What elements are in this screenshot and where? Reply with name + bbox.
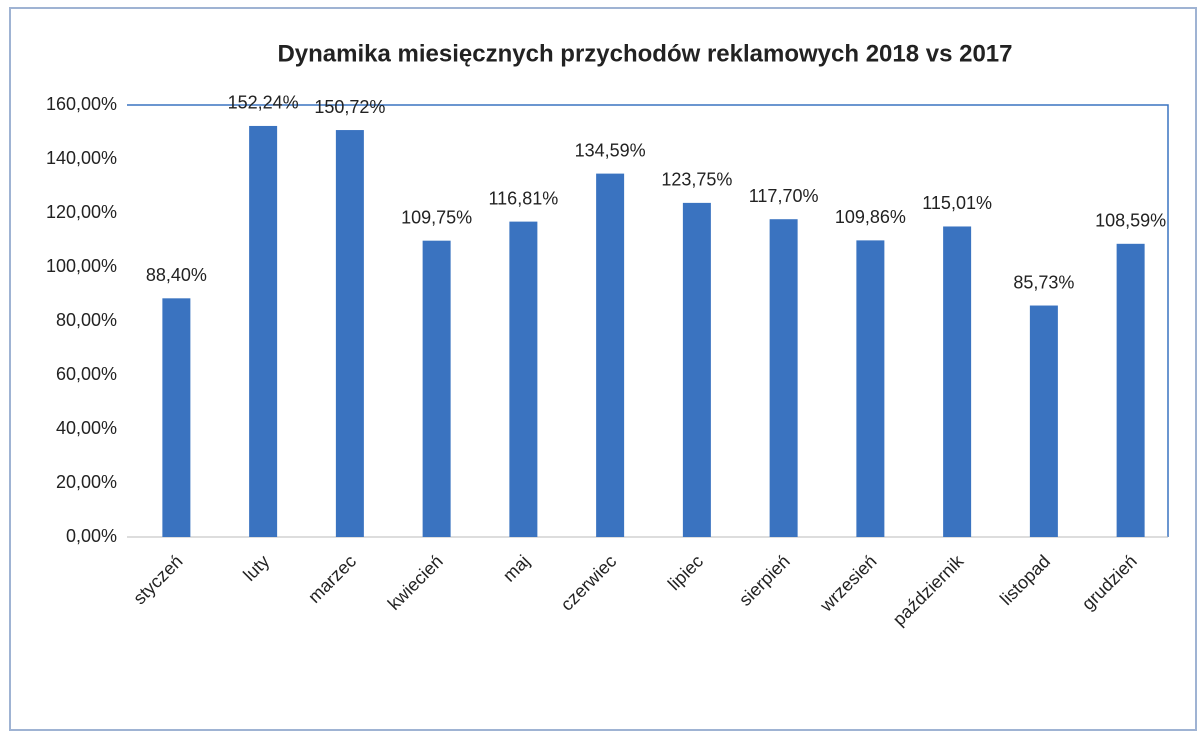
y-tick-label: 80,00% [56,310,117,330]
y-tick-label: 60,00% [56,364,117,384]
bar [943,226,972,537]
value-label: 116,81% [489,188,559,208]
value-label: 108,59% [1095,211,1166,231]
y-tick-label: 160,00% [46,94,117,114]
x-tick-label: lipiec [664,551,707,594]
bar [249,125,278,538]
x-tick-label: kwiecień [384,551,447,614]
value-label: 123,75% [661,170,732,190]
bar [769,219,798,537]
bar [162,298,191,537]
bar [856,240,885,538]
y-tick-label: 140,00% [46,148,117,168]
chart-frame [9,7,1197,731]
value-label: 115,01% [922,193,992,213]
bar [596,173,625,537]
x-tick-label: listopad [996,551,1054,609]
y-tick-label: 0,00% [66,526,117,546]
value-label: 152,24% [228,93,299,113]
bar [1029,305,1058,537]
y-tick-label: 40,00% [56,418,117,438]
chart-title: Dynamika miesięcznych przychodów reklamo… [277,40,1012,67]
value-label: 150,72% [314,97,385,117]
x-tick-label: maj [499,551,534,586]
x-tick-label: czerwiec [557,551,621,615]
bar [1116,243,1145,537]
value-label: 109,75% [401,207,472,227]
bar [509,221,538,537]
value-label: 88,40% [146,265,207,285]
x-tick-label: sierpień [735,551,794,610]
x-tick-label: grudzień [1078,551,1141,614]
x-tick-label: luty [239,551,273,585]
x-tick-label: październik [889,550,968,629]
y-tick-label: 20,00% [56,472,117,492]
y-tick-label: 120,00% [46,202,117,222]
plot-frame [127,104,1169,537]
value-label: 109,86% [835,207,906,227]
bar [682,202,711,537]
x-tick-label: wrzesień [815,551,880,616]
bar [335,130,364,537]
value-label: 134,59% [575,140,646,160]
value-label: 117,70% [749,186,819,206]
value-label: 85,73% [1013,272,1074,292]
x-tick-label: styczeń [129,551,186,608]
y-tick-label: 100,00% [46,256,117,276]
x-tick-label: marzec [304,551,360,607]
bar [422,240,451,538]
